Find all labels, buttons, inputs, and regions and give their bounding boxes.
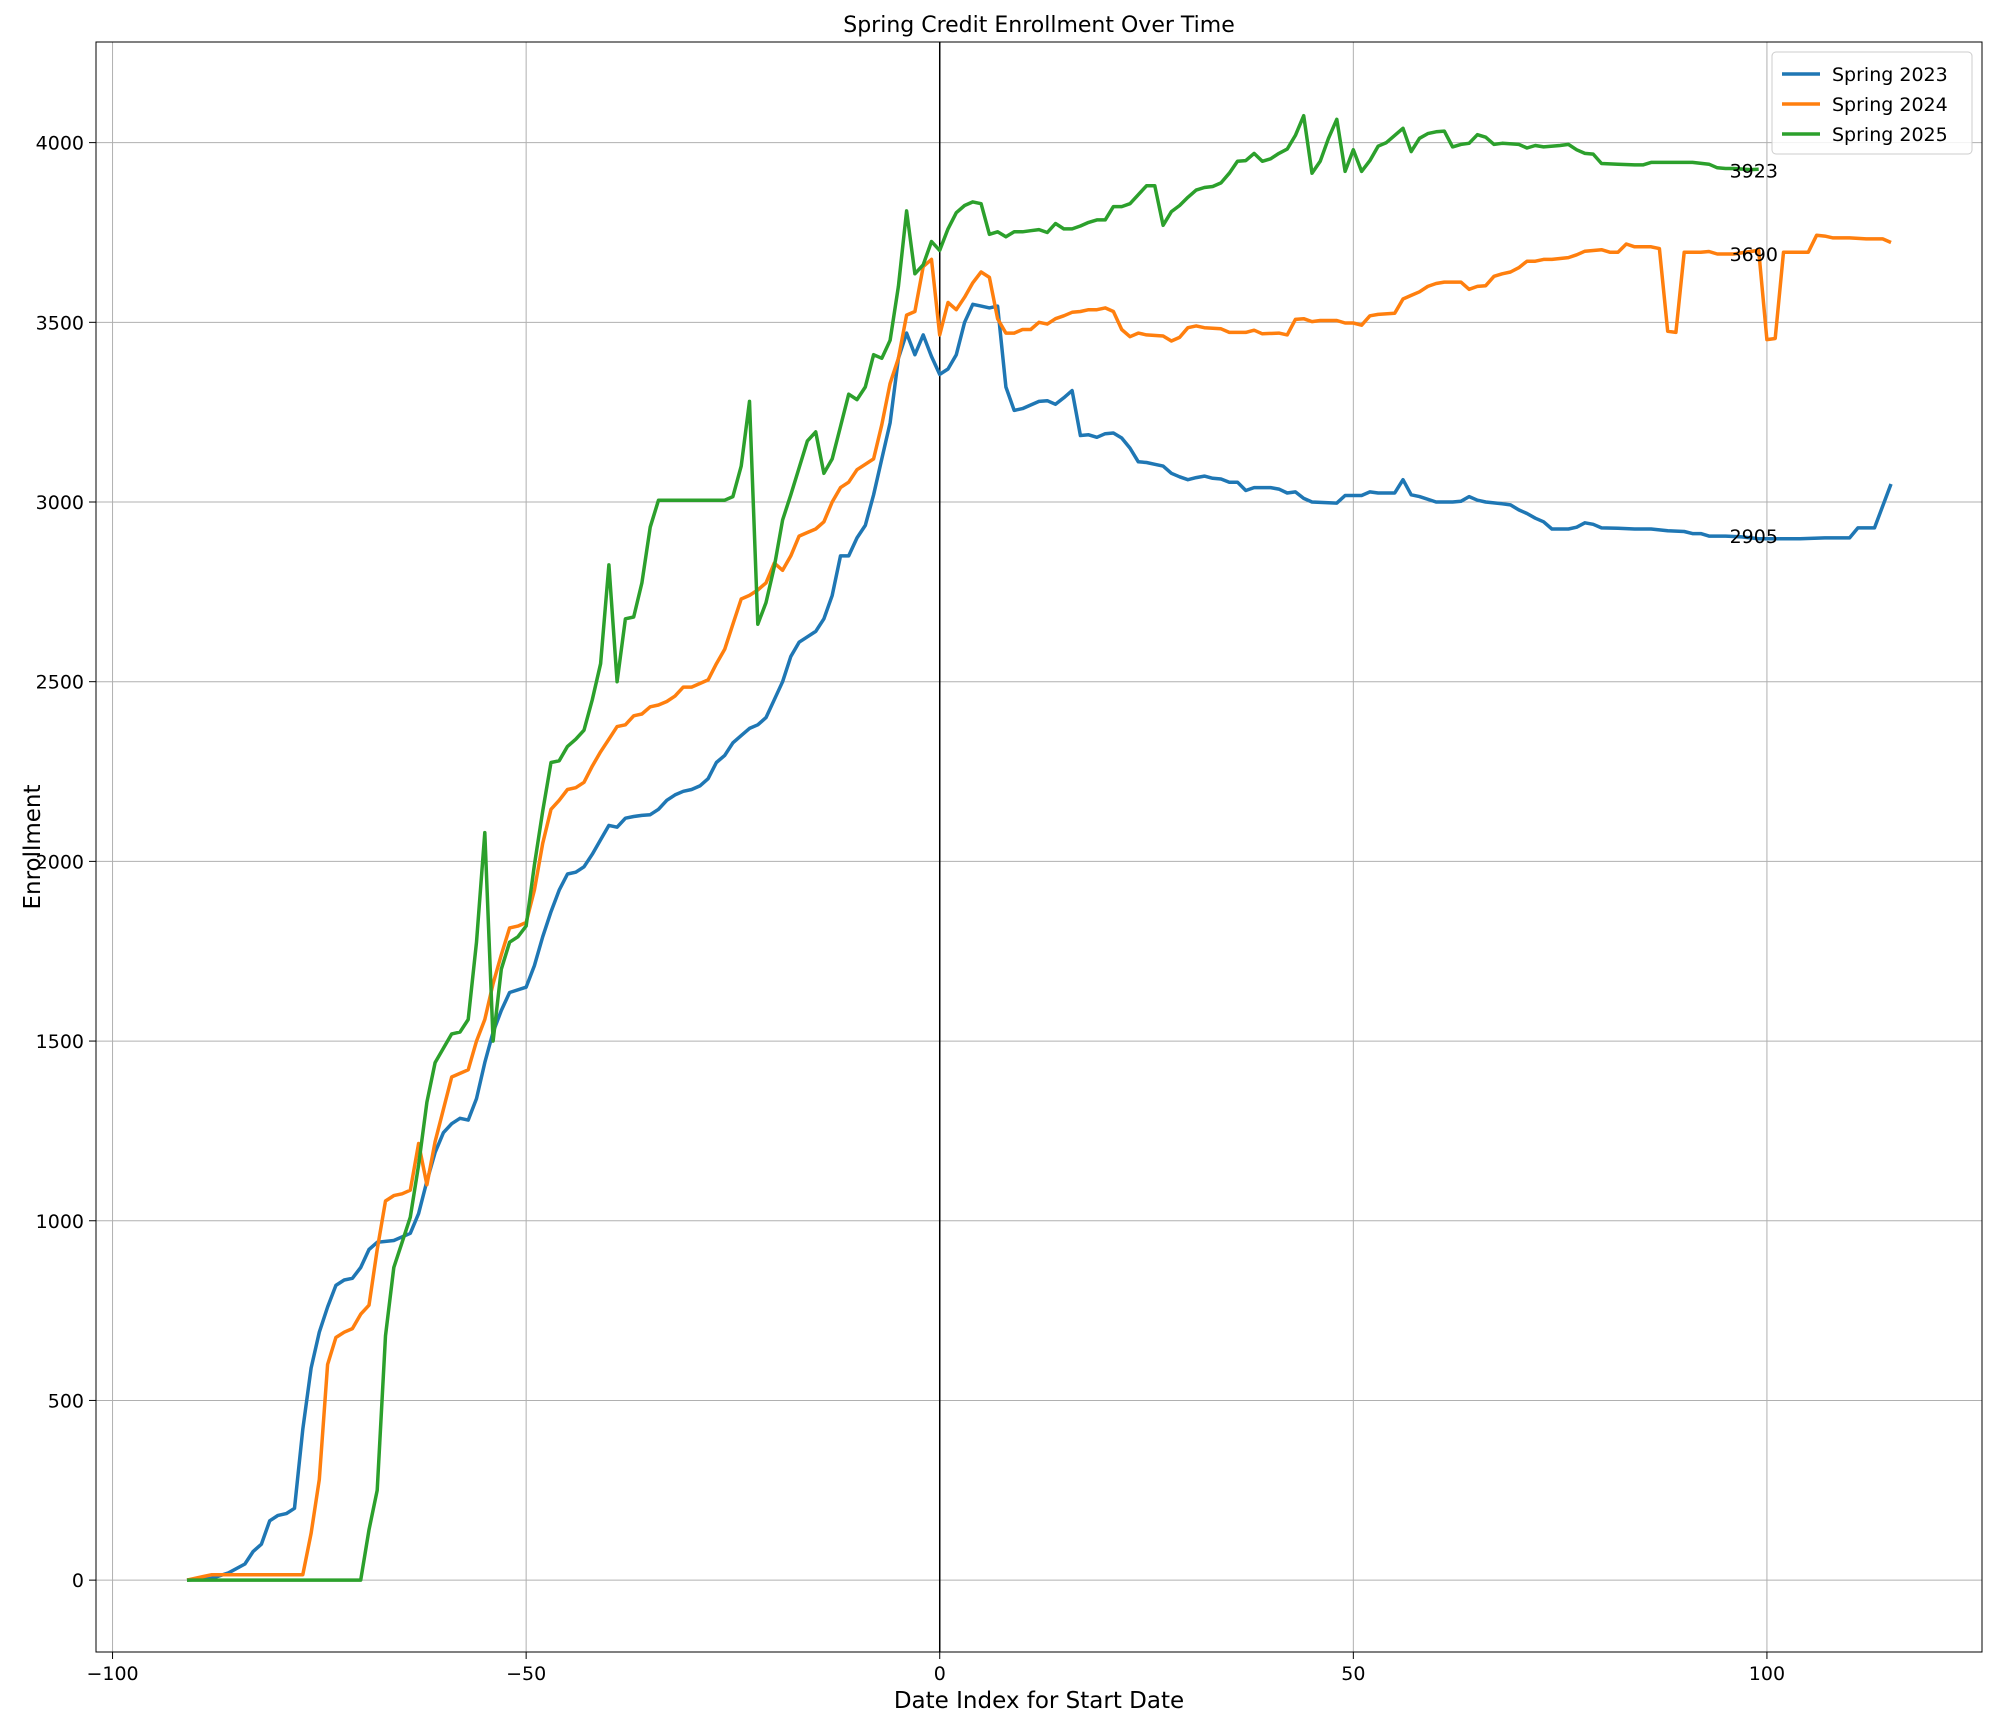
series-line-2 <box>186 233 1892 1582</box>
y-tick-label: 1000 <box>36 1211 84 1233</box>
legend-label-2: Spring 2024 <box>1832 94 1948 116</box>
series-line-1 <box>186 302 1893 1582</box>
y-tick-label: 1500 <box>36 1031 84 1053</box>
x-tick-label: 50 <box>1341 1663 1365 1685</box>
series-end-label-2: 3690 <box>1730 244 1778 266</box>
ticks: −100 −50 0 50 100050010001500200025003000350… <box>36 133 1785 1685</box>
x-tick-label: 100 <box>1749 1663 1785 1685</box>
series-line-3 <box>187 113 1759 1582</box>
series-layer <box>186 113 1893 1582</box>
y-tick-label: 3500 <box>36 312 84 334</box>
series-end-label-1: 2905 <box>1730 526 1778 548</box>
legend-label-1: Spring 2023 <box>1832 64 1948 86</box>
y-tick-label: 2000 <box>36 851 84 873</box>
x-tick-label: −50 <box>506 1663 546 1685</box>
series-end-label-3: 3923 <box>1730 160 1778 182</box>
x-tick-label: −100 <box>86 1663 138 1685</box>
plot-frame <box>95 41 1983 1653</box>
y-axis-title: Enrollment <box>20 784 46 909</box>
x-tick-label: 0 <box>934 1663 946 1685</box>
legend-box <box>1771 51 1973 155</box>
y-tick-label: 4000 <box>36 133 84 155</box>
y-tick-label: 2500 <box>36 672 84 694</box>
x-axis-title: Date Index for Start Date <box>894 1688 1184 1714</box>
end-labels: 2905 3690 3923 <box>1730 160 1778 548</box>
legend-label-3: Spring 2025 <box>1832 124 1948 146</box>
y-tick-label: 3000 <box>36 492 84 514</box>
legend: Spring 2023 Spring 2024 Spring 2025 <box>1771 51 1973 155</box>
chart-title: Spring Credit Enrollment Over Time <box>843 13 1235 38</box>
y-tick-label: 0 <box>72 1570 84 1592</box>
y-tick-label: 500 <box>48 1390 84 1412</box>
